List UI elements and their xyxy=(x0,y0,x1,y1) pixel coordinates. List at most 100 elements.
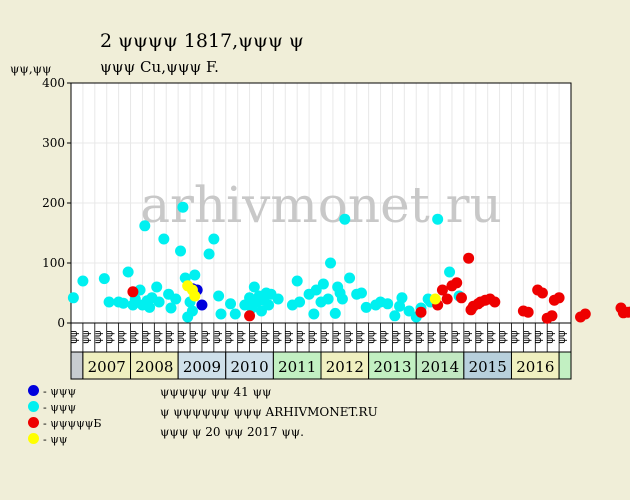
chart-subtitle: ψψψ Cu,ψψψ F. xyxy=(100,58,219,76)
data-point xyxy=(329,307,341,319)
quarter-label: ψψ xyxy=(486,330,497,344)
data-point xyxy=(441,293,453,305)
quarter-label: ψψ xyxy=(307,330,318,344)
quarter-label: ψψ xyxy=(81,330,92,344)
quarter-label: ψψ xyxy=(355,330,366,344)
data-point xyxy=(98,273,110,285)
data-point xyxy=(151,281,163,293)
quarter-label: ψψ xyxy=(474,330,485,344)
quarter-label: ψψ xyxy=(378,330,389,344)
legend-label: - ψψψ xyxy=(43,401,77,414)
data-point xyxy=(225,298,237,310)
data-point xyxy=(103,296,115,308)
legend-label: - ψψψψψБ xyxy=(43,417,102,430)
data-point xyxy=(455,292,467,304)
data-point xyxy=(189,290,201,302)
data-point xyxy=(627,306,630,316)
year-label: 2009 xyxy=(183,358,221,376)
data-point xyxy=(396,292,408,304)
data-point xyxy=(248,281,260,293)
quarter-label: ψψ xyxy=(462,330,473,344)
data-point xyxy=(436,284,448,296)
quarter-label: ψψ xyxy=(93,330,104,344)
y-tick-label: 200 xyxy=(42,196,65,210)
data-point xyxy=(175,245,187,257)
y-tick-label: 0 xyxy=(57,316,65,330)
data-point xyxy=(189,269,201,281)
year-cell xyxy=(225,351,274,380)
data-point xyxy=(244,310,256,322)
data-point xyxy=(158,233,170,245)
data-point xyxy=(165,302,177,314)
data-point xyxy=(291,275,303,287)
data-point xyxy=(170,293,182,305)
legend-item: - ψψψψψБ xyxy=(28,417,101,430)
data-point xyxy=(451,277,463,289)
quarter-label: ψψ xyxy=(414,330,425,344)
y-axis-unit: ψψ,ψψ xyxy=(10,62,52,76)
quarter-label: ψψ xyxy=(164,330,175,344)
data-point xyxy=(336,293,348,305)
quarter-label: ψψ xyxy=(117,330,128,344)
year-cell xyxy=(510,351,560,380)
data-point xyxy=(196,299,208,311)
data-point xyxy=(382,298,394,310)
data-point xyxy=(203,248,215,260)
legend-dot-cyan xyxy=(28,401,39,412)
data-point xyxy=(117,297,129,309)
legend-dot-blue xyxy=(28,385,39,396)
year-cell xyxy=(320,351,370,380)
year-cell xyxy=(130,351,179,380)
data-point xyxy=(579,308,591,320)
quarter-label: ψψ xyxy=(188,330,199,344)
quarter-label: ψψ xyxy=(533,330,544,344)
legend-label: - ψψ xyxy=(43,433,68,446)
data-point xyxy=(415,306,427,318)
data-point xyxy=(463,252,475,264)
year-label: 2012 xyxy=(326,358,364,376)
data-point xyxy=(339,213,351,225)
y-tick-label: 400 xyxy=(42,76,65,90)
data-point xyxy=(536,287,548,299)
legend-item: - ψψψ xyxy=(28,401,76,414)
data-point xyxy=(186,305,198,317)
data-point xyxy=(394,300,406,312)
quarter-label: ψψ xyxy=(557,330,568,344)
year-cell xyxy=(415,351,465,380)
quarter-label: ψψ xyxy=(545,330,556,344)
year-cell xyxy=(70,351,84,380)
year-cell xyxy=(558,351,572,380)
quarter-label: ψψ xyxy=(128,330,139,344)
quarter-label: ψψ xyxy=(450,330,461,344)
info-line: ψψψ ψ 20 ψψ 2017 ψψ. xyxy=(160,425,304,439)
data-point xyxy=(429,293,441,305)
quarter-label: ψψ xyxy=(224,330,235,344)
data-point xyxy=(294,296,306,308)
data-point xyxy=(432,213,444,225)
quarter-label: ψψ xyxy=(402,330,413,344)
data-point xyxy=(344,272,356,284)
legend-item: - ψψ xyxy=(28,433,67,446)
legend-item: - ψψψ xyxy=(28,385,76,398)
quarter-label: ψψ xyxy=(140,330,151,344)
data-point xyxy=(208,233,220,245)
year-label: 2007 xyxy=(88,358,126,376)
data-point xyxy=(355,287,367,299)
data-point xyxy=(229,308,241,320)
data-point xyxy=(122,266,134,278)
quarter-label: ψψ xyxy=(283,330,294,344)
quarter-label: ψψ xyxy=(176,330,187,344)
quarter-label: ψψ xyxy=(200,330,211,344)
data-point xyxy=(263,299,275,311)
data-point xyxy=(553,292,565,304)
quarter-label: ψψ xyxy=(212,330,223,344)
chart-title: 2 ψψψψ 1817,ψψψ ψ xyxy=(100,30,304,52)
data-point xyxy=(153,296,165,308)
quarter-label: ψψ xyxy=(509,330,520,344)
legend-dot-yellow xyxy=(28,433,39,444)
data-point xyxy=(360,301,372,313)
data-point xyxy=(444,266,456,278)
year-label: 2008 xyxy=(135,358,173,376)
data-point xyxy=(213,290,225,302)
